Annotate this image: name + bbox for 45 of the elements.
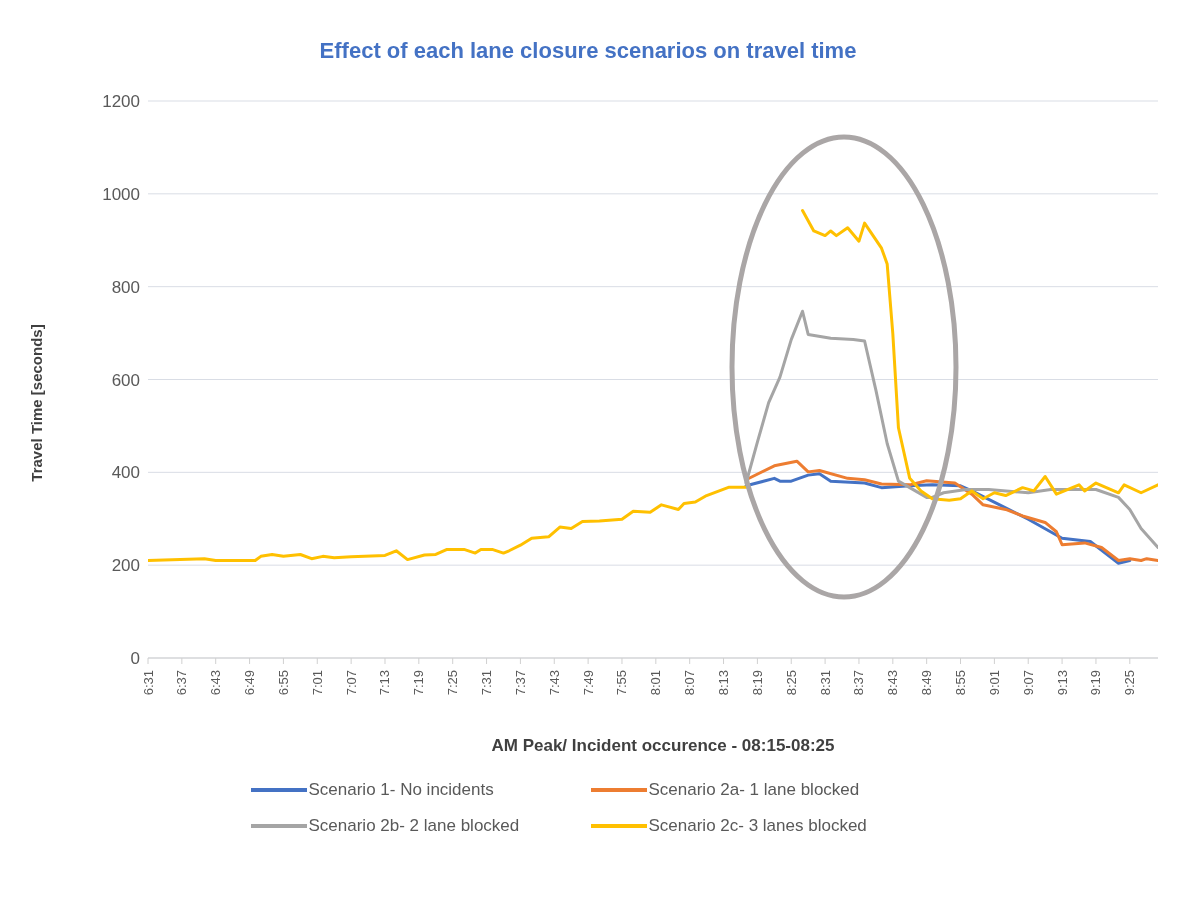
line-series (744, 309, 1158, 550)
x-tick-label: 7:19 (411, 670, 427, 696)
x-tick-label: 7:13 (377, 670, 393, 696)
x-tick-label: 6:37 (174, 670, 190, 696)
y-tick-label: 600 (111, 370, 140, 390)
x-tick-label: 9:13 (1054, 670, 1070, 696)
x-tick-label: 8:01 (648, 670, 664, 696)
x-tick-label: 6:31 (140, 670, 156, 696)
x-tick-label: 8:25 (783, 670, 799, 696)
x-tick-label: 7:07 (343, 670, 359, 696)
x-tick-label: 8:19 (749, 670, 765, 696)
x-tick-label: 9:01 (986, 670, 1002, 696)
x-tick-label: 8:37 (851, 670, 867, 696)
y-tick-label: 1200 (102, 92, 140, 112)
x-tick-label: 7:37 (512, 670, 528, 696)
legend-label: Scenario 1- No incidents (308, 780, 494, 800)
x-tick-label: 8:07 (682, 670, 698, 696)
x-tick-label: 8:49 (919, 670, 935, 696)
x-tick-label: 7:01 (309, 670, 325, 696)
x-tick-label: 8:31 (817, 670, 833, 696)
legend-label: Scenario 2a- 1 lane blocked (648, 780, 860, 800)
x-tick-label: 9:07 (1020, 670, 1036, 696)
x-tick-label: 8:55 (953, 670, 969, 696)
x-tick-label: 8:43 (885, 670, 901, 696)
y-axis-title: Travel Time [seconds] (27, 324, 45, 482)
y-tick-label: 400 (111, 463, 140, 483)
chart-title: Effect of each lane closure scenarios on travel time (318, 38, 858, 64)
x-tick-label: 8:13 (716, 670, 732, 696)
x-tick-label: 6:43 (208, 670, 224, 696)
y-tick-label: 200 (111, 556, 140, 576)
y-tick-label: 0 (130, 649, 140, 669)
x-axis-title: AM Peak/ Incident occurence - 08:15-08:25 (490, 736, 836, 756)
x-tick-label: 7:55 (614, 670, 630, 696)
y-tick-label: 800 (111, 277, 140, 297)
x-tick-label: 7:49 (580, 670, 596, 696)
x-tick-label: 7:43 (546, 670, 562, 696)
x-tick-label: 9:19 (1088, 670, 1104, 696)
y-tick-label: 1000 (102, 184, 140, 204)
x-tick-label: 7:25 (445, 670, 461, 696)
x-tick-label: 9:25 (1122, 670, 1138, 696)
x-tick-label: 6:55 (275, 670, 291, 696)
x-tick-label: 7:31 (479, 670, 495, 696)
legend-label: Scenario 2c- 3 lanes blocked (648, 816, 867, 836)
x-tick-label: 6:49 (242, 670, 258, 696)
legend-label: Scenario 2b- 2 lane blocked (308, 816, 520, 836)
